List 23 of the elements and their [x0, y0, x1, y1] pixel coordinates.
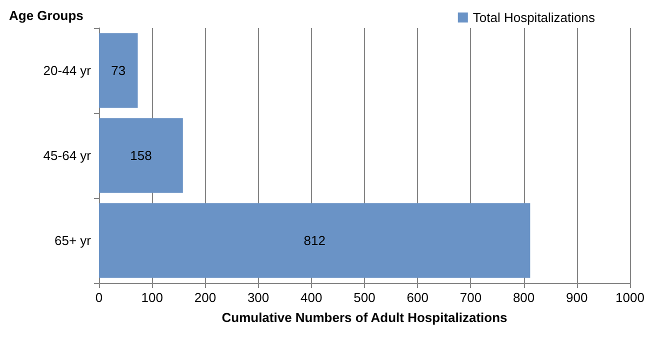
x-tick-label: 300 — [247, 290, 270, 305]
y-tick-label: 20-44 yr — [43, 63, 92, 78]
x-tick-label: 0 — [95, 290, 103, 305]
x-tick-label: 800 — [512, 290, 535, 305]
y-tick-label: 65+ yr — [54, 233, 92, 248]
data-label: 812 — [304, 233, 326, 248]
y-axis-title: Age Groups — [9, 8, 84, 23]
data-label: 158 — [130, 148, 152, 163]
x-tick-label: 100 — [141, 290, 163, 305]
bar — [99, 203, 530, 278]
x-tick-label: 700 — [460, 290, 482, 305]
x-tick-label: 400 — [300, 290, 322, 305]
y-tick-label: 45-64 yr — [43, 148, 92, 163]
bar — [99, 33, 138, 108]
legend-label: Total Hospitalizations — [472, 10, 596, 25]
x-axis-title: Cumulative Numbers of Adult Hospitalizations — [222, 310, 508, 325]
x-tick-label: 600 — [406, 290, 428, 305]
x-tick-label: 1000 — [616, 290, 644, 305]
x-tick-label: 500 — [354, 290, 376, 305]
bar — [99, 118, 183, 193]
x-tick-label: 900 — [566, 290, 588, 305]
x-tick-label: 200 — [194, 290, 216, 305]
data-label: 73 — [111, 63, 126, 78]
